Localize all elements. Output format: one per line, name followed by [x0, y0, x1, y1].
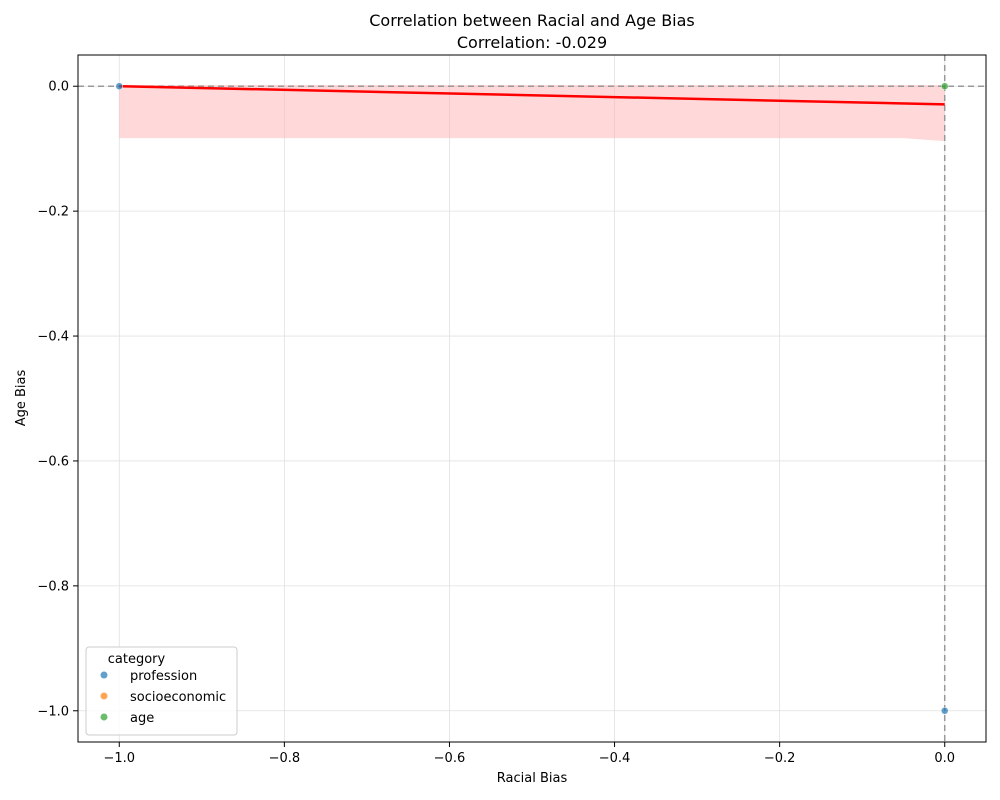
y-tick-label: −0.2	[37, 205, 69, 220]
legend-label-socioeconomic: socioeconomic	[130, 690, 226, 705]
legend-marker-socioeconomic	[100, 692, 108, 700]
plot-frame	[77, 54, 987, 743]
regression-line	[119, 84, 945, 106]
x-tick-label: −0.6	[434, 751, 466, 766]
confidence-band	[119, 84, 945, 142]
legend-marker-profession	[100, 671, 108, 679]
legend-label-age: age	[130, 711, 154, 726]
y-tick-label: 0.0	[48, 80, 69, 95]
legend-label-profession: profession	[130, 669, 197, 684]
x-tick-label: −0.4	[599, 751, 631, 766]
y-tick-label: −0.4	[37, 330, 69, 345]
y-tick-label: −0.6	[37, 454, 69, 469]
grid-lines	[78, 55, 986, 742]
y-tick-label: −1.0	[37, 704, 69, 719]
y-axis-ticks: 0.0 −0.2 −0.4 −0.6 −0.8 −1.0	[37, 80, 78, 719]
chart-subtitle: Correlation: -0.029	[457, 33, 607, 52]
legend-title: category	[108, 652, 166, 667]
confidence-interval-band	[119, 84, 945, 142]
y-axis-label: Age Bias	[14, 370, 29, 427]
x-tick-label: −1.0	[103, 751, 135, 766]
x-tick-label: −0.8	[269, 751, 301, 766]
x-tick-label: 0.0	[934, 751, 955, 766]
x-axis-label: Racial Bias	[497, 771, 568, 786]
legend-marker-age	[100, 713, 108, 721]
legend: category profession socioeconomic age	[85, 646, 238, 736]
legend-box	[85, 646, 238, 736]
x-tick-label: −0.2	[764, 751, 796, 766]
regression-line-group	[119, 84, 945, 106]
y-tick-label: −0.8	[37, 579, 69, 594]
chart-title: Correlation between Racial and Age Bias	[369, 11, 695, 30]
data-points	[115, 82, 949, 715]
data-point-profession	[115, 82, 124, 90]
x-axis-ticks: −1.0 −0.8 −0.6 −0.4 −0.2 0.0	[103, 742, 955, 766]
data-point-profession	[940, 707, 949, 715]
data-point-age	[940, 82, 949, 90]
reference-lines	[78, 55, 986, 742]
